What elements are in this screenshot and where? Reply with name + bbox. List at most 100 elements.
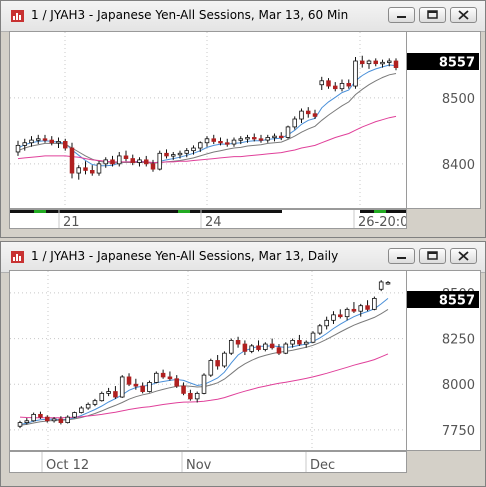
candle-body	[251, 137, 257, 140]
close-button[interactable]	[450, 7, 477, 23]
candle	[249, 344, 254, 354]
candle	[174, 375, 180, 388]
candle	[231, 137, 237, 147]
candle-body	[65, 416, 70, 424]
session-band	[46, 210, 178, 213]
candle-body	[324, 319, 329, 327]
close-icon	[458, 251, 469, 261]
candle-body	[353, 60, 358, 87]
chart-window-60min: 1 / JYAH3 - Japanese Yen-All Sessions, M…	[0, 0, 486, 238]
candle-body	[31, 413, 36, 422]
candle	[211, 134, 217, 145]
candle	[235, 336, 241, 348]
restore-button[interactable]	[419, 7, 446, 23]
candle-body	[22, 142, 28, 146]
candle-body	[29, 139, 34, 144]
moving-average-line-1	[19, 308, 389, 426]
candle	[164, 149, 169, 159]
candle-body	[35, 138, 41, 141]
time-axis: 21 24 26-20:00	[9, 209, 407, 229]
candle-body	[231, 139, 237, 145]
candle-body	[96, 163, 102, 174]
candle	[44, 415, 50, 423]
price-axis-labels: 8400 8500 8557	[407, 53, 479, 173]
candle	[79, 406, 84, 414]
candle	[42, 134, 48, 143]
candle-body	[359, 60, 365, 65]
candle-body	[24, 420, 30, 424]
candle-body	[113, 391, 118, 398]
title-bar[interactable]: 1 / JYAH3 - Japanese Yen-All Sessions, M…	[1, 242, 485, 273]
restore-button[interactable]	[419, 248, 446, 264]
candle	[85, 402, 91, 410]
candle-body	[365, 305, 370, 310]
candle-body	[42, 138, 48, 141]
candle	[110, 155, 115, 167]
window-title: 1 / JYAH3 - Japanese Yen-All Sessions, M…	[31, 8, 349, 22]
candle-body	[344, 308, 350, 318]
candle-body	[256, 345, 261, 350]
candle	[276, 344, 282, 356]
candle-body	[292, 118, 298, 128]
candle	[359, 55, 365, 68]
candle	[378, 280, 384, 292]
candle	[22, 138, 28, 151]
candle	[17, 420, 23, 429]
candle	[56, 137, 61, 149]
price-plot-area[interactable]	[9, 31, 407, 209]
candle-body	[58, 418, 64, 424]
candle-body	[188, 392, 193, 400]
candle	[373, 58, 379, 67]
session-band	[282, 210, 360, 213]
candle-body	[126, 376, 132, 385]
candle	[51, 417, 57, 423]
candle	[269, 338, 275, 350]
price-tick-label: 8400	[442, 158, 475, 173]
candle-body	[249, 345, 254, 352]
candle	[278, 132, 284, 141]
candle	[324, 316, 329, 330]
candle	[177, 150, 183, 159]
candle	[147, 380, 152, 393]
candle-body	[133, 383, 139, 387]
candle-body	[224, 142, 230, 145]
candle-body	[222, 352, 227, 367]
candle-body	[228, 340, 234, 354]
candle	[224, 138, 230, 147]
last-price-value: 8557	[439, 56, 475, 71]
candle	[346, 79, 352, 89]
time-tick-label: 21	[63, 215, 80, 228]
minimize-button[interactable]	[388, 248, 415, 264]
candle	[372, 296, 377, 311]
candle	[344, 307, 350, 321]
candle	[245, 134, 250, 143]
candle-body	[303, 341, 309, 345]
minimize-button[interactable]	[388, 7, 415, 23]
restore-icon	[427, 251, 438, 260]
candle-body	[83, 167, 88, 171]
candle-body	[297, 340, 302, 345]
candle	[160, 369, 166, 379]
candle-body	[62, 141, 68, 149]
session-band	[374, 210, 386, 213]
candle	[35, 134, 41, 145]
candle	[38, 411, 43, 419]
chart-app-icon	[11, 251, 24, 263]
candle-body	[110, 159, 115, 165]
time-axis: Oct 12 Nov Dec	[9, 451, 407, 473]
price-plot-area[interactable]	[9, 270, 407, 451]
candle	[366, 59, 372, 69]
title-bar[interactable]: 1 / JYAH3 - Japanese Yen-All Sessions, M…	[1, 1, 485, 32]
chart-app-icon	[11, 10, 24, 22]
candle-body	[326, 80, 331, 87]
candle	[332, 82, 338, 92]
candle-body	[147, 382, 152, 392]
candlestick-chart	[10, 271, 406, 450]
close-button[interactable]	[450, 248, 477, 264]
session-band	[178, 210, 190, 213]
candle-body	[197, 142, 203, 149]
candle	[215, 355, 220, 370]
candle-body	[238, 138, 244, 141]
candle	[137, 157, 142, 167]
price-axis: 77508000825085008557	[407, 270, 481, 451]
